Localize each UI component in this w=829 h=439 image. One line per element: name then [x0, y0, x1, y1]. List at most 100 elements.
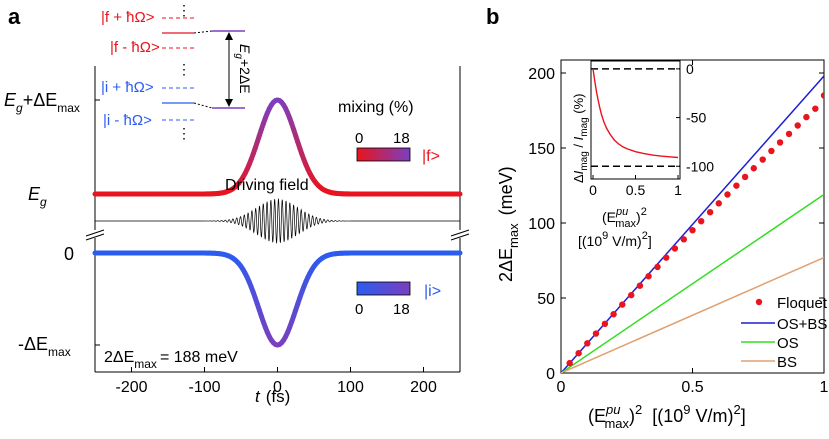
- upper-colorbar: [356, 147, 411, 162]
- lower-colorbar-min: 0: [355, 301, 363, 318]
- inset-xtick-label: 0: [589, 182, 597, 198]
- b-ytick-label: 0: [546, 366, 555, 383]
- panel-a-ytick-marks: [95, 99, 100, 346]
- upper-colorbar-max: 18: [393, 130, 410, 147]
- label-eg-plus-demax: Eg+ΔEmax: [4, 90, 80, 115]
- panel-a-curves: [92, 97, 463, 348]
- floquet-point: [680, 236, 688, 243]
- floquet-point: [812, 105, 819, 112]
- b-ytick-label: 100: [528, 216, 555, 233]
- floquet-point: [601, 320, 609, 327]
- floquet-point: [610, 311, 617, 318]
- floquet-point: [645, 273, 652, 280]
- floquet-point: [759, 156, 766, 163]
- a-xtick-label: -200: [115, 379, 147, 396]
- b-ytick-label: 200: [528, 66, 555, 83]
- floquet-level-diagram: ⋮ ⋮ ⋮ |f + ħΩ> |f - ħΩ> |i + ħΩ> |i - ħΩ…: [101, 2, 253, 141]
- label-eg: Eg: [28, 184, 47, 209]
- floquet-point: [820, 92, 824, 99]
- label-i-plus: |i + ħΩ>: [101, 79, 154, 96]
- state-i-label: |i>: [424, 283, 441, 300]
- state-f-label: |f>: [422, 148, 440, 165]
- inset: 0 0.5 1 0 -50 -100 ΔImag / Imag (%) (Epu max)2…: [571, 60, 714, 249]
- mixing-title: mixing (%): [338, 99, 414, 116]
- panel-a-xticks: -200 -100 0 100 200: [115, 367, 437, 396]
- b-xtick-label: 1: [820, 379, 829, 396]
- driving-field-wave: [95, 197, 460, 245]
- inset-content: 0 0.5 1 0 -50 -100: [589, 61, 714, 198]
- lower-colorbar: [356, 281, 411, 296]
- legend-osbs: OS+BS: [777, 316, 827, 333]
- floquet-point: [697, 218, 705, 225]
- inset-curve: [592, 68, 679, 159]
- a-xtick-label: -100: [188, 379, 220, 396]
- inset-ytick-label: -50: [686, 110, 706, 126]
- floquet-point: [654, 263, 661, 271]
- floquet-point: [724, 191, 731, 198]
- legend-os: OS: [777, 335, 799, 352]
- label-f-minus: |f - ħΩ>: [110, 39, 160, 56]
- splitting-label: 2ΔEmax = 188 meV: [104, 349, 238, 371]
- floquet-point: [741, 173, 749, 181]
- floquet-point: [584, 340, 591, 347]
- panel-a-label: a: [8, 4, 21, 29]
- inset-ytick-label: -100: [686, 158, 714, 174]
- series-line-os: [561, 193, 824, 373]
- a-xtick-label: 200: [410, 379, 437, 396]
- floquet-point: [636, 282, 644, 289]
- series-line-bs: [561, 256, 824, 373]
- a-xtick-label: 0: [273, 379, 282, 396]
- floquet-point: [803, 113, 810, 121]
- floquet-point: [671, 245, 679, 252]
- label-zero: 0: [64, 244, 74, 264]
- driving-field-label: Driving field: [225, 177, 309, 194]
- inset-xlabel-var: (Epu max)2: [602, 206, 647, 230]
- b-xtick-label: 0.5: [681, 379, 703, 396]
- label-f-plus: |f + ħΩ>: [101, 9, 155, 26]
- panel-b-ylabel: 2ΔEmax(meV): [496, 166, 521, 282]
- label-i-minus: |i - ħΩ>: [103, 112, 152, 129]
- floquet-point: [663, 254, 670, 261]
- panel-b-label: b: [486, 4, 499, 29]
- floquet-point: [628, 291, 635, 299]
- b-ytick-label: 150: [528, 141, 555, 158]
- floquet-point: [794, 122, 801, 129]
- legend-bs: BS: [777, 354, 797, 371]
- floquet-point: [575, 350, 582, 357]
- panel-b-xlabel: (Epu max)2 [(109 V/m)2]: [588, 402, 746, 431]
- panel-a-xlabel: t (fs): [255, 387, 290, 406]
- floquet-point: [750, 165, 757, 172]
- b-xtick-label: 0: [557, 379, 566, 396]
- gap-label: Eg+2ΔE: [233, 44, 253, 94]
- upper-colorbar-min: 0: [355, 130, 363, 147]
- floquet-point: [715, 200, 722, 207]
- dots-top: ⋮: [177, 2, 191, 18]
- inset-frame: [590, 60, 681, 180]
- inset-xlabel-unit: [(109 V/m)2]: [578, 230, 652, 249]
- floquet-point: [566, 359, 573, 367]
- floquet-point: [776, 139, 784, 146]
- floquet-point: [619, 301, 626, 308]
- legend-floquet: Floquet: [777, 295, 828, 312]
- b-ytick-label: 50: [537, 291, 555, 308]
- inset-xtick-label: 1: [674, 182, 682, 198]
- inset-ytick-label: 0: [686, 61, 694, 77]
- lower-colorbar-max: 18: [393, 301, 410, 318]
- inset-xtick-label: 0.5: [626, 182, 646, 198]
- floquet-point: [689, 227, 696, 234]
- label-minus-demax: -ΔEmax: [18, 334, 71, 359]
- floquet-point: [592, 330, 600, 337]
- floquet-point: [706, 209, 714, 216]
- floquet-point: [785, 130, 793, 138]
- floquet-point: [733, 182, 740, 189]
- dots-mid: ⋮: [177, 61, 191, 77]
- panel-b-series: [561, 75, 824, 373]
- legend-floquet-marker: [755, 298, 763, 306]
- floquet-point: [768, 147, 775, 155]
- inset-ylabel: ΔImag / Imag (%): [571, 93, 590, 183]
- a-xtick-label: 100: [337, 379, 364, 396]
- panel-b-legend: Floquet OS+BS OS BS: [741, 295, 828, 371]
- dots-bottom: ⋮: [177, 125, 191, 141]
